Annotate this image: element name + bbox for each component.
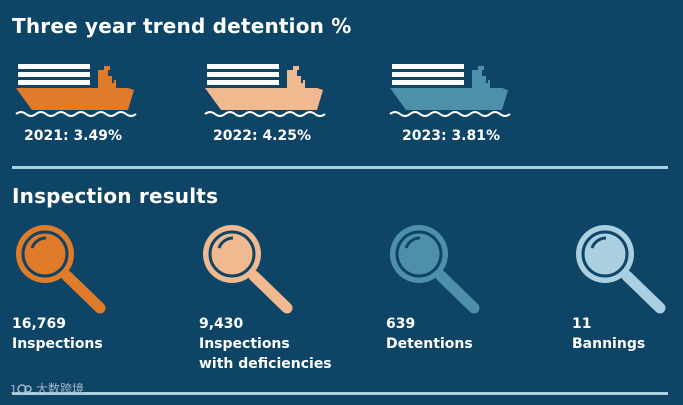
cargo-ship-icon-2022 xyxy=(204,64,326,117)
stat-detentions-value: 639 xyxy=(386,316,416,332)
stat-inspections-value: 16,769 xyxy=(12,316,67,332)
stat-deficiencies-label1: Inspections xyxy=(199,336,290,352)
stat-detentions-label: Detentions xyxy=(386,336,473,352)
magnifier-icon-inspections xyxy=(16,225,106,314)
stat-deficiencies-label2: with deficiencies xyxy=(199,356,332,372)
stat-bannings-label: Bannings xyxy=(572,336,646,352)
year-2022-label: 2022: 4.25% xyxy=(213,128,312,144)
divider-top xyxy=(12,166,668,169)
cargo-ship-icon-2023 xyxy=(389,64,511,117)
stat-detentions: 639 Detentions xyxy=(386,314,473,354)
trend-title: Three year trend detention % xyxy=(12,14,352,38)
svg-text:1: 1 xyxy=(10,383,17,396)
cargo-ship-icon-2021 xyxy=(15,64,137,117)
stat-deficiencies: 9,430 Inspections with deficiencies xyxy=(199,314,332,374)
stat-deficiencies-value: 9,430 xyxy=(199,316,244,332)
divider-bottom xyxy=(12,392,668,395)
watermark-text: 大数跨境 xyxy=(36,382,85,396)
watermark-logo-icon: 1 xyxy=(10,383,32,396)
stat-bannings: 11 Bannings xyxy=(572,314,645,354)
stat-bannings-value: 11 xyxy=(572,316,592,332)
year-2021-label: 2021: 3.49% xyxy=(24,128,123,144)
magnifier-icon-deficiencies xyxy=(203,225,293,314)
magnifier-icon-bannings xyxy=(576,225,666,314)
stat-inspections-label: Inspections xyxy=(12,336,103,352)
stat-inspections: 16,769 Inspections xyxy=(12,314,103,354)
magnifier-icon-detentions xyxy=(390,225,480,314)
inspection-title: Inspection results xyxy=(12,184,219,208)
year-2023-label: 2023: 3.81% xyxy=(402,128,501,144)
watermark: 1 大数跨境 xyxy=(10,380,84,397)
